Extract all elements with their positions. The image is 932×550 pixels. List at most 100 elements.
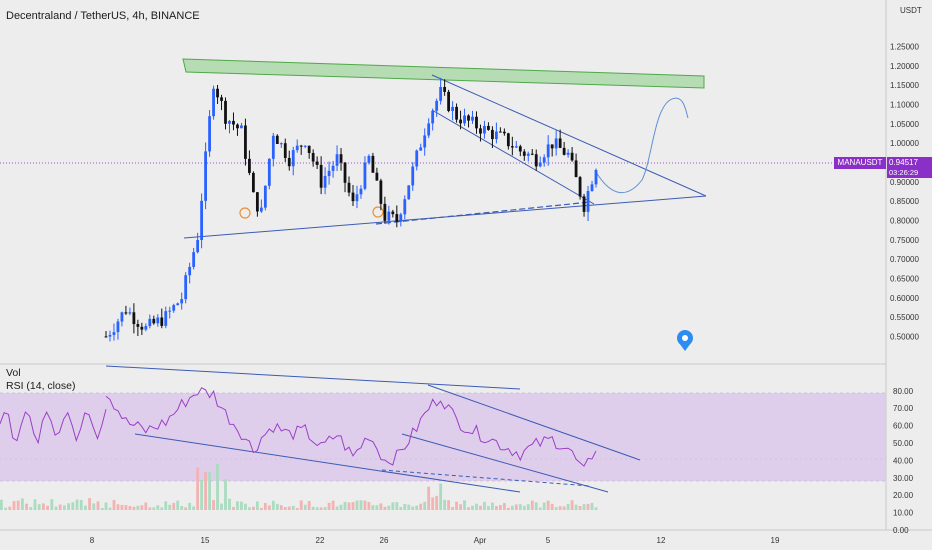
volume-bar (283, 507, 287, 510)
volume-bar (514, 504, 518, 510)
candle-body (471, 116, 474, 121)
volume-bar (58, 504, 62, 510)
candle-body (108, 334, 112, 337)
rsi-tick: 70.00 (893, 404, 914, 413)
volume-bar (8, 506, 12, 510)
volume-bar (510, 505, 514, 510)
volume-bar (570, 500, 574, 510)
volume-bar (37, 504, 41, 510)
rsi-label: RSI (14, close) (6, 380, 76, 392)
candle-body (570, 152, 574, 161)
candle-body (315, 161, 319, 165)
price-tick: 0.75000 (890, 236, 919, 245)
last-price-badge[interactable]: MANAUSDT (834, 157, 886, 169)
candles (104, 77, 598, 342)
candle-body (236, 124, 239, 129)
candle-body (359, 188, 363, 195)
volume-bar (459, 504, 462, 510)
volume-bar (427, 486, 431, 510)
volume-bar (116, 504, 120, 510)
candle-body (112, 332, 116, 335)
volume-bar (42, 503, 45, 510)
candle-body (148, 318, 152, 327)
volume-bar (291, 505, 295, 510)
candle-body (307, 145, 311, 153)
price-tick: 0.80000 (890, 216, 919, 225)
candle-body (251, 172, 255, 193)
candle-body (287, 157, 291, 167)
candle-body (423, 135, 427, 148)
volume-bar (108, 507, 112, 510)
volume-bar (46, 505, 49, 510)
rsi-upper-trendline-1 (105, 365, 521, 390)
candle-body (303, 145, 307, 147)
support-dashed-trendline (375, 201, 591, 225)
volume-bar (530, 500, 534, 510)
volume-label: Vol (6, 367, 21, 379)
volume-bar (279, 505, 283, 510)
volume-bar (455, 501, 458, 510)
map-pin-icon[interactable] (677, 330, 693, 351)
volume-bar (411, 506, 415, 510)
volume-bar (483, 501, 486, 510)
volume-bar (435, 495, 439, 510)
candle-body (319, 164, 323, 188)
price-tick: 1.05000 (890, 120, 919, 129)
candle-body (240, 125, 243, 129)
volume-bar (50, 499, 54, 510)
rsi-tick: 10.00 (893, 509, 914, 518)
candle-body (124, 312, 128, 314)
volume-bar (228, 498, 231, 510)
volume-bar (319, 507, 323, 510)
candle-body (578, 177, 582, 197)
candle-body (279, 143, 283, 145)
volume-bar (443, 499, 447, 510)
candle-body (176, 303, 180, 306)
rsi-band (0, 393, 886, 481)
candle-body (327, 170, 331, 177)
volume-bar (152, 507, 156, 510)
time-tick: Apr (474, 536, 487, 545)
volume-bar (96, 501, 100, 510)
volume-bar (156, 505, 160, 510)
candle-body (355, 194, 359, 202)
candle-body (566, 152, 570, 155)
volume-bar (196, 467, 200, 510)
candle-body (299, 145, 303, 147)
candle-body (506, 133, 510, 147)
candle-body (558, 138, 562, 148)
rsi-tick: 0.00 (893, 526, 909, 535)
candle-body (526, 153, 530, 156)
candle-body (534, 154, 538, 167)
volume-bar (259, 507, 263, 510)
volume-bar (566, 503, 570, 510)
volume-bar (16, 500, 20, 510)
volume-bar (244, 503, 247, 510)
last-price-value: 0.94517 (887, 157, 932, 168)
volume-bar (451, 507, 454, 510)
volume-bar (148, 507, 152, 510)
volume-bar (208, 471, 211, 510)
volume-bar (347, 502, 351, 510)
volume-bar (594, 507, 598, 510)
candle-body (403, 199, 407, 215)
time-tick: 26 (380, 536, 389, 545)
volume-bar (88, 498, 91, 510)
candle-body (216, 88, 219, 98)
candle-body (343, 162, 347, 183)
price-tick: 0.85000 (890, 197, 919, 206)
volume-bar (188, 502, 192, 510)
candle-body (311, 152, 315, 162)
price-tick: 0.50000 (890, 332, 919, 341)
volume-bar (295, 507, 299, 510)
candle-body (267, 158, 271, 186)
rsi-tick: 80.00 (893, 387, 914, 396)
volume-bar (248, 507, 251, 510)
candle-body (419, 147, 423, 151)
volume-bar (339, 504, 343, 510)
candle-body (323, 176, 327, 188)
candle-body (479, 128, 482, 134)
volume-bar (395, 502, 399, 510)
